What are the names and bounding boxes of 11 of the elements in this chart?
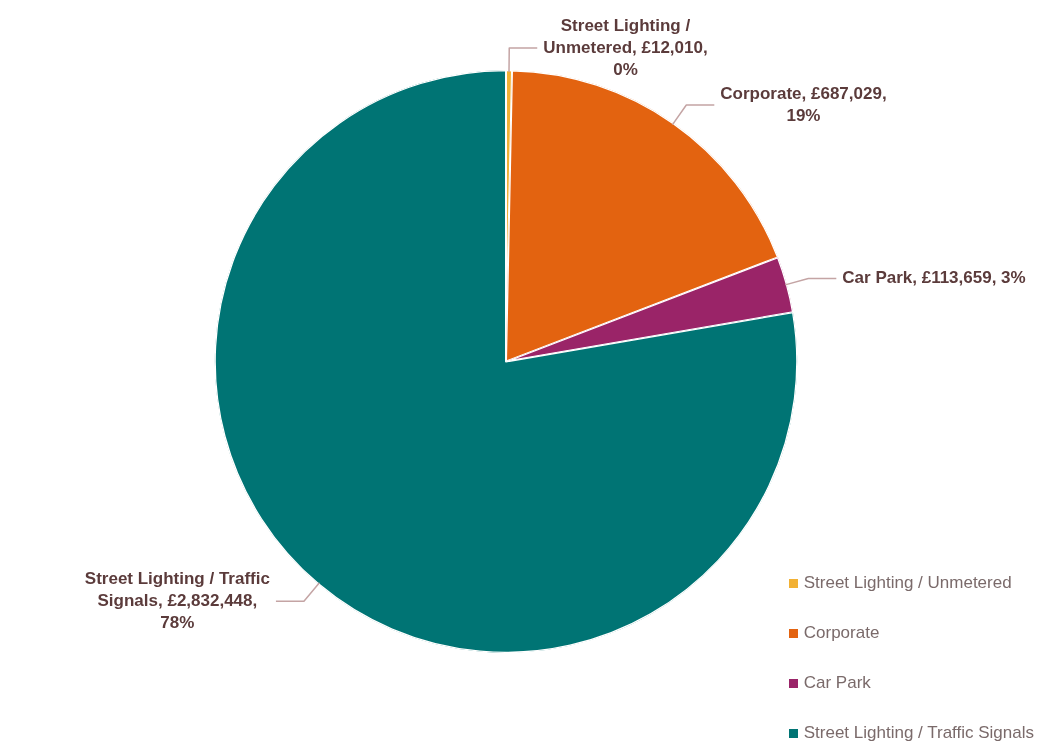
legend-label: Corporate (803, 623, 880, 643)
text: 19% (786, 105, 821, 125)
legend-label: Street Lighting / Unmetered (803, 573, 1012, 593)
category-label: Corporate, £687,029, (720, 83, 887, 103)
category-label: Street Lighting / Unmetered, £12,010, (543, 15, 708, 57)
legend-label: Street Lighting / Traffic Signals (803, 723, 1034, 743)
legend-label: Car Park (803, 673, 871, 693)
text: 78% (160, 612, 195, 632)
category-label: Street Lighting / Traffic Signals, £2,832,448, (84, 568, 270, 610)
category-label: Car Park, £113,659, 3% (842, 268, 1026, 288)
text: 0% (613, 59, 638, 79)
